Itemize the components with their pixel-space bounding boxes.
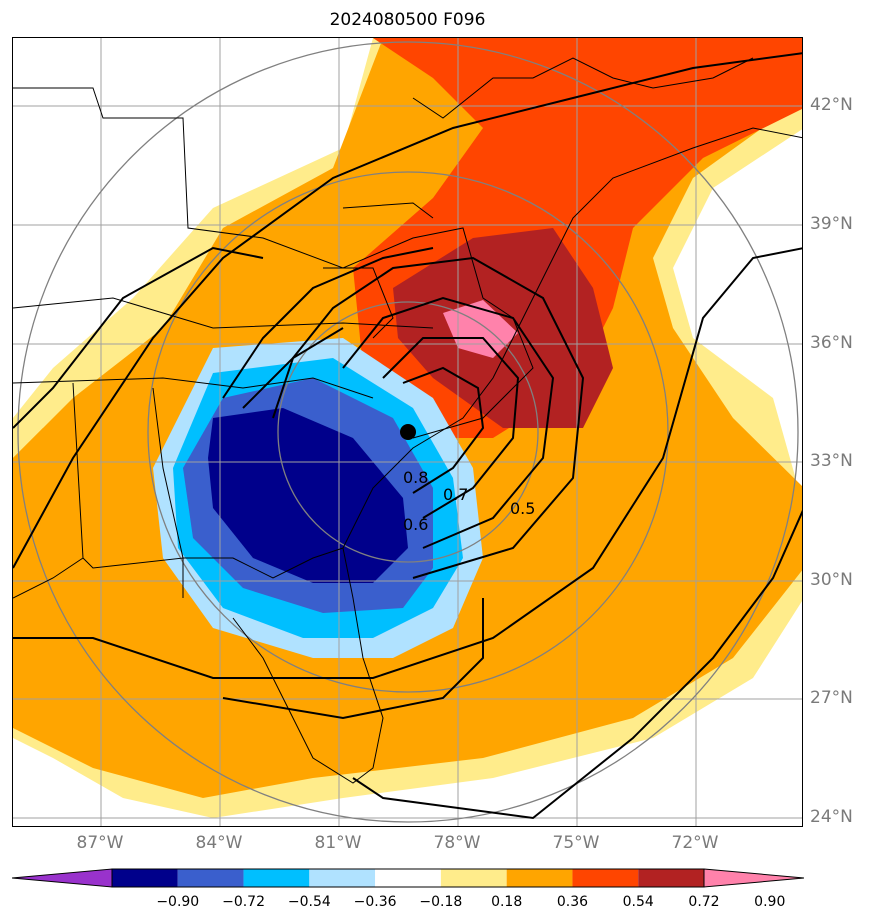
lon-label: 78°W xyxy=(433,833,481,853)
lon-label: 72°W xyxy=(671,833,719,853)
graticule xyxy=(13,38,802,826)
colorbar-tick-label: 0.36 xyxy=(556,894,589,910)
colorbar-frame xyxy=(111,868,705,888)
colorbar-tick-label: 0.54 xyxy=(622,894,654,910)
contour-label: 0.6 xyxy=(403,515,428,534)
colorbar-tick-label: −0.54 xyxy=(287,894,331,910)
colorbar-cell xyxy=(243,869,310,887)
lon-label: 81°W xyxy=(314,833,362,853)
contour-lines xyxy=(13,52,802,820)
contour-label: 0.8 xyxy=(403,468,428,487)
shaded-negative-field xyxy=(153,338,483,658)
colorbar-cell xyxy=(112,869,178,887)
colorbar-tick-label: 0.18 xyxy=(491,894,523,910)
colorbar-cell xyxy=(177,869,244,887)
colorbar-cell xyxy=(572,869,639,887)
lat-label: 42°N xyxy=(810,95,853,115)
colorbar-extend-high xyxy=(703,868,804,888)
colorbar-tick-label: −0.36 xyxy=(353,894,397,910)
lon-label: 75°W xyxy=(552,833,600,853)
lon-label: 84°W xyxy=(195,833,243,853)
colorbar-extend-low xyxy=(12,868,113,888)
colorbar-cell xyxy=(375,869,441,887)
lat-label: 39°N xyxy=(810,214,853,234)
colorbar-cell xyxy=(440,869,507,887)
plot-title: 2024080500 F096 xyxy=(329,10,486,30)
storm-center-marker xyxy=(400,424,416,440)
colorbar xyxy=(12,868,804,888)
contour-label-group: 0.8 0.7 0.6 0.5 xyxy=(403,468,535,534)
lat-label: 30°N xyxy=(810,570,853,590)
map-panel: 0.8 0.7 0.6 0.5 xyxy=(12,37,803,827)
colorbar-cell xyxy=(506,869,573,887)
colorbar-cell xyxy=(309,869,376,887)
lat-label: 33°N xyxy=(810,451,853,471)
colorbar-tick-label: −0.90 xyxy=(156,894,200,910)
contour-label: 0.7 xyxy=(443,485,468,504)
colorbar-tick-label: 0.90 xyxy=(754,894,786,910)
colorbar-cell xyxy=(638,869,704,887)
lat-label: 36°N xyxy=(810,333,853,353)
lat-label: 27°N xyxy=(810,688,853,708)
map-canvas: 0.8 0.7 0.6 0.5 xyxy=(13,38,802,826)
contour-label: 0.5 xyxy=(510,499,535,518)
lat-label: 24°N xyxy=(810,807,853,827)
colorbar-tick-label: 0.72 xyxy=(688,894,720,910)
lon-label: 87°W xyxy=(76,833,124,853)
colorbar-tick-label: −0.72 xyxy=(222,894,265,910)
colorbar-tick-label: −0.18 xyxy=(419,894,463,910)
range-rings xyxy=(17,41,799,823)
